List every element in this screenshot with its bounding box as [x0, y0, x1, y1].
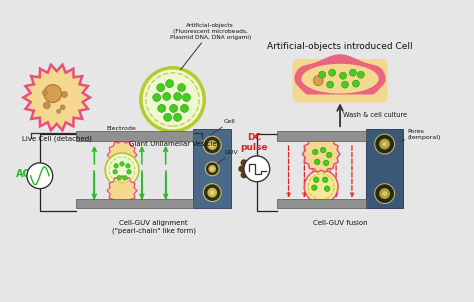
- Circle shape: [27, 163, 53, 189]
- Circle shape: [43, 102, 50, 109]
- Circle shape: [328, 69, 336, 76]
- Circle shape: [117, 175, 121, 180]
- Circle shape: [311, 185, 317, 191]
- Text: GUV: GUV: [217, 150, 239, 164]
- Circle shape: [123, 175, 128, 180]
- Text: Cell: Cell: [210, 119, 236, 135]
- Circle shape: [322, 177, 328, 182]
- Circle shape: [127, 169, 131, 174]
- Circle shape: [327, 81, 334, 88]
- Text: Artificial-objects introduced Cell: Artificial-objects introduced Cell: [267, 42, 413, 51]
- Circle shape: [114, 164, 118, 168]
- Circle shape: [207, 140, 217, 150]
- Circle shape: [210, 167, 214, 171]
- Circle shape: [178, 84, 185, 92]
- Circle shape: [205, 162, 219, 176]
- Circle shape: [375, 184, 394, 204]
- Polygon shape: [107, 176, 137, 206]
- Circle shape: [165, 80, 173, 88]
- Circle shape: [313, 76, 323, 85]
- Circle shape: [327, 152, 332, 158]
- Polygon shape: [294, 54, 386, 95]
- Circle shape: [163, 92, 171, 101]
- Circle shape: [382, 142, 387, 146]
- Circle shape: [164, 113, 172, 121]
- Circle shape: [379, 139, 390, 149]
- Circle shape: [210, 190, 214, 195]
- Bar: [277, 198, 366, 208]
- Text: Giant Unilamellar Vesicle: Giant Unilamellar Vesicle: [129, 141, 217, 147]
- Circle shape: [210, 143, 214, 147]
- Circle shape: [339, 72, 346, 79]
- Circle shape: [42, 90, 47, 95]
- Circle shape: [141, 68, 204, 131]
- Circle shape: [170, 104, 178, 112]
- Circle shape: [203, 184, 221, 201]
- Text: DC
pulse: DC pulse: [240, 133, 268, 152]
- Bar: [277, 131, 366, 141]
- Ellipse shape: [301, 64, 379, 94]
- Circle shape: [375, 134, 394, 154]
- Circle shape: [158, 104, 165, 112]
- Circle shape: [314, 159, 320, 165]
- Circle shape: [153, 94, 161, 101]
- Text: Cell-GUV fusion: Cell-GUV fusion: [313, 220, 367, 226]
- Circle shape: [113, 169, 118, 174]
- Circle shape: [173, 113, 182, 121]
- Circle shape: [353, 80, 359, 87]
- Bar: [193, 129, 231, 208]
- Circle shape: [349, 69, 356, 76]
- Circle shape: [244, 156, 270, 182]
- Circle shape: [304, 170, 338, 204]
- Circle shape: [62, 92, 68, 98]
- Circle shape: [105, 153, 139, 187]
- Circle shape: [120, 162, 124, 166]
- Text: Wash & cell culture: Wash & cell culture: [343, 112, 407, 118]
- Circle shape: [342, 81, 348, 88]
- FancyBboxPatch shape: [312, 164, 330, 176]
- Circle shape: [57, 109, 61, 113]
- Circle shape: [203, 136, 221, 154]
- Circle shape: [182, 94, 191, 101]
- Bar: [366, 129, 403, 208]
- Circle shape: [173, 92, 182, 101]
- Text: AC: AC: [16, 169, 30, 179]
- Text: Artificial-objects
(Fluorescent microbeads,
Plasmid DNA, DNA origami): Artificial-objects (Fluorescent microbea…: [170, 24, 251, 70]
- Circle shape: [324, 186, 330, 191]
- Circle shape: [181, 104, 189, 112]
- FancyBboxPatch shape: [292, 59, 388, 102]
- Polygon shape: [302, 136, 340, 172]
- Circle shape: [207, 188, 217, 198]
- Circle shape: [60, 105, 65, 110]
- Text: Live Cell (detached): Live Cell (detached): [22, 135, 91, 142]
- Circle shape: [209, 165, 216, 173]
- Text: Cell-GUV alignment
("pearl-chain" like form): Cell-GUV alignment ("pearl-chain" like f…: [112, 220, 196, 234]
- Circle shape: [44, 85, 62, 102]
- Circle shape: [313, 177, 319, 182]
- Circle shape: [357, 71, 365, 78]
- Circle shape: [157, 84, 164, 92]
- Polygon shape: [107, 140, 137, 170]
- Circle shape: [126, 164, 130, 168]
- Polygon shape: [23, 65, 90, 130]
- Bar: [76, 131, 193, 141]
- Circle shape: [320, 147, 326, 153]
- Circle shape: [319, 71, 326, 78]
- Circle shape: [379, 188, 390, 199]
- Circle shape: [323, 160, 329, 166]
- Circle shape: [312, 149, 318, 155]
- Text: Pores
(temporal): Pores (temporal): [401, 129, 441, 141]
- Bar: [76, 198, 193, 208]
- Text: Electrode: Electrode: [106, 126, 136, 131]
- Circle shape: [382, 191, 387, 196]
